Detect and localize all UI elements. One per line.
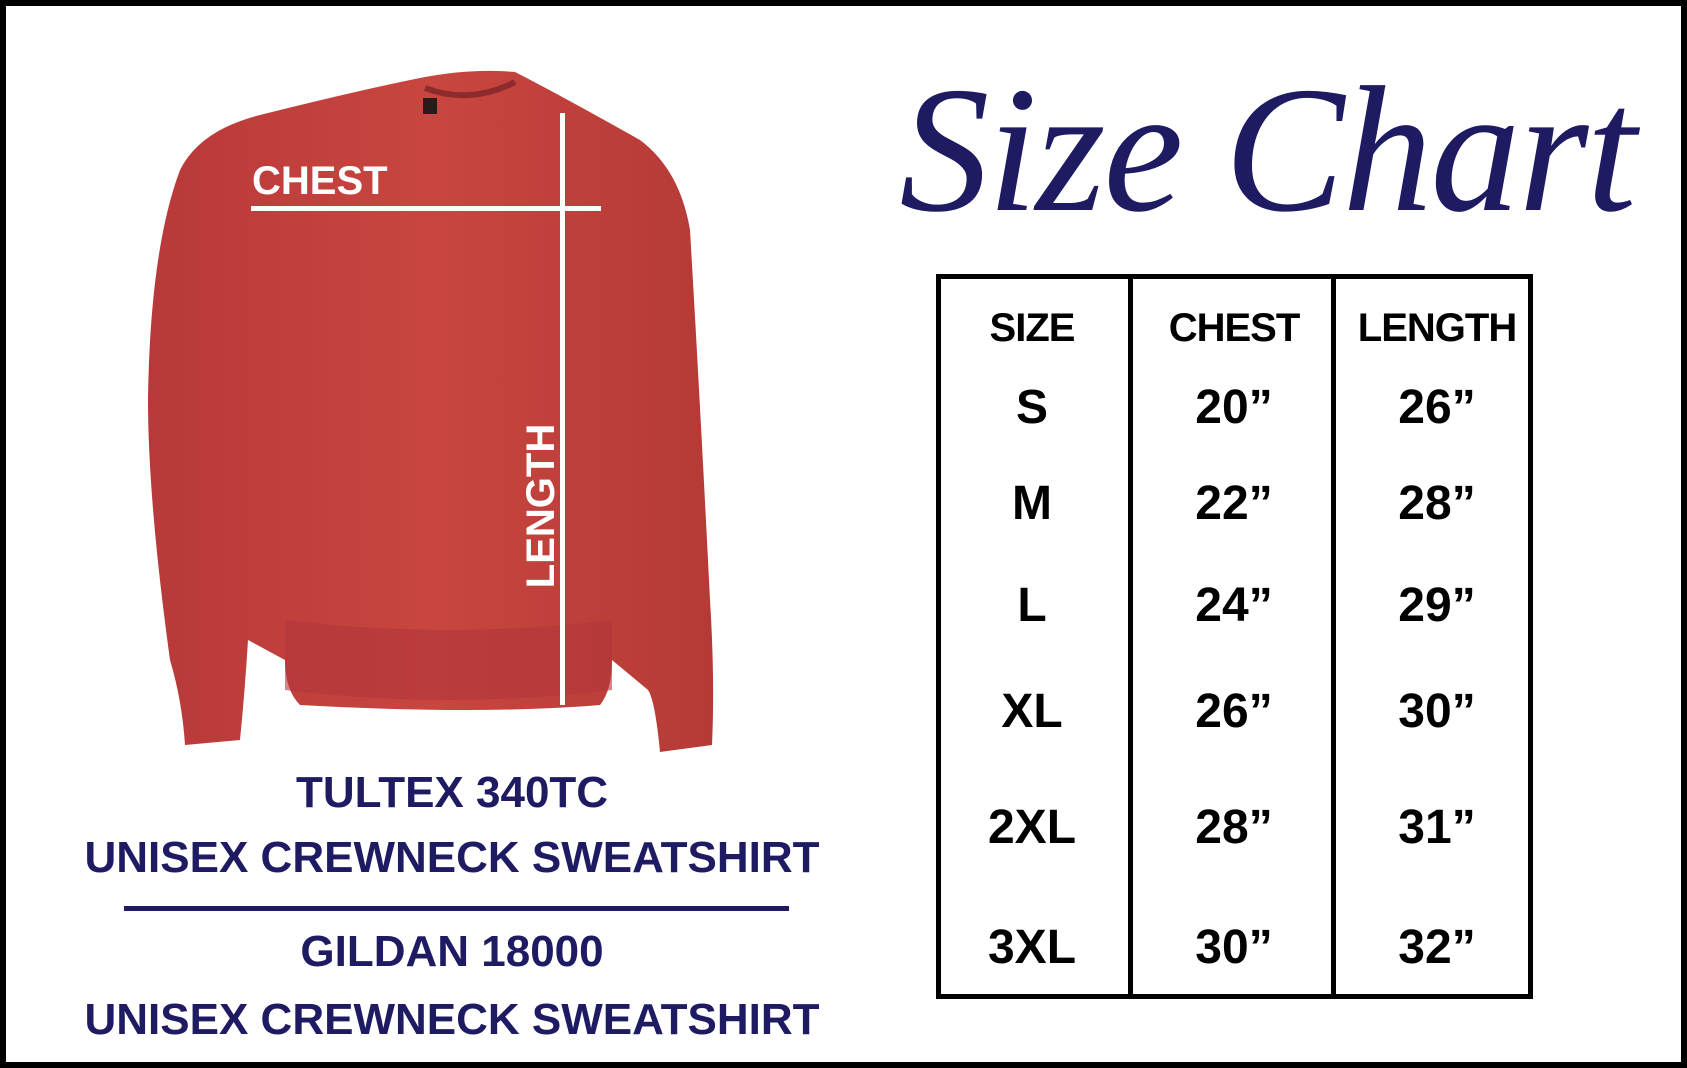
product-divider	[124, 906, 789, 911]
table-cell: 30”	[1398, 685, 1476, 738]
table-cell: 3XL	[987, 921, 1077, 974]
table-cell: 2XL	[987, 801, 1077, 854]
column-divider	[1128, 279, 1133, 994]
length-measure-line	[560, 113, 565, 705]
table-cell: M	[1012, 477, 1052, 530]
table-cell: 20”	[1195, 381, 1273, 434]
table-cell: 30”	[1195, 921, 1273, 974]
table-cell: XL	[1001, 685, 1063, 738]
page-title: Size Chart	[899, 50, 1636, 249]
column-divider	[1331, 279, 1336, 994]
table-cell: L	[1017, 579, 1047, 632]
table-cell: 29”	[1398, 579, 1476, 632]
table-cell: 32”	[1398, 921, 1476, 974]
chest-measure-line	[251, 206, 601, 211]
product-2-brand: GILDAN 18000	[300, 927, 604, 976]
table-cell: 26”	[1195, 685, 1273, 738]
table-header: SIZE	[989, 306, 1076, 350]
table-cell: 26”	[1398, 381, 1476, 434]
length-label: LENGTH	[519, 423, 563, 589]
table-header: CHEST	[1168, 306, 1301, 350]
table-cell: S	[1015, 381, 1048, 434]
product-2-type: UNISEX CREWNECK SWEATSHIRT	[84, 995, 820, 1044]
table-header: LENGTH	[1357, 306, 1517, 350]
chest-label: CHEST	[252, 159, 388, 203]
table-cell: 22”	[1195, 477, 1273, 530]
size-table	[936, 274, 1533, 999]
table-cell: 28”	[1195, 801, 1273, 854]
table-cell: 28”	[1398, 477, 1476, 530]
product-1-type: UNISEX CREWNECK SWEATSHIRT	[84, 833, 820, 882]
product-1-brand: TULTEX 340TC	[295, 768, 609, 817]
table-cell: 31”	[1398, 801, 1476, 854]
table-cell: 24”	[1195, 579, 1273, 632]
